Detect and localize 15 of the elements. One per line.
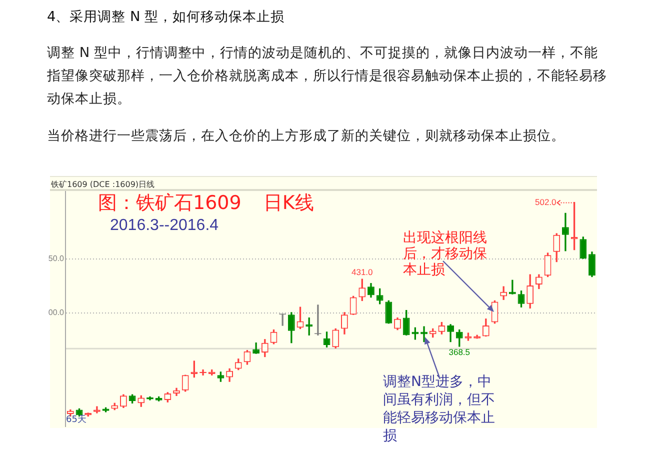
annotation: 调整N型进多，中间虽有利润，但不能轻易移动保本止损 — [383, 374, 496, 446]
annotation: 431.0 — [352, 267, 374, 278]
annotation: 368.5 — [448, 347, 470, 358]
annotation: 502.0 — [535, 197, 557, 208]
text: 铁矿1609 (DCE :1609)日线 — [51, 180, 155, 190]
chart-title: 4、采用调整 N 型，如何移动保本止损 — [47, 8, 286, 26]
annotation: 图：铁矿石1609 日K线 — [98, 192, 314, 214]
text: 当价格进行一些震荡后，在入仓价的上方形成了新的关键位，则就移动保本止损位。 — [47, 126, 566, 146]
annotation: 出现这根阳线后，才移动保本止损 — [403, 230, 488, 278]
text: 50.0 — [48, 254, 64, 264]
chart-subtitle: 调整 N 型中，行情调整中，行情的波动是随机的、不可捉摸的，就像日内波动一样，不能指望像突破那样，一入仓价格就脱离成本，所以行情是很容易触动保本止损的，不能轻易移动保本止损。 — [47, 44, 608, 108]
candlestick — [562, 212, 569, 252]
text: 00.0 — [48, 308, 64, 318]
annotation: 2016.3--2016.4 — [110, 216, 219, 234]
annotation: 65天 — [66, 414, 86, 426]
